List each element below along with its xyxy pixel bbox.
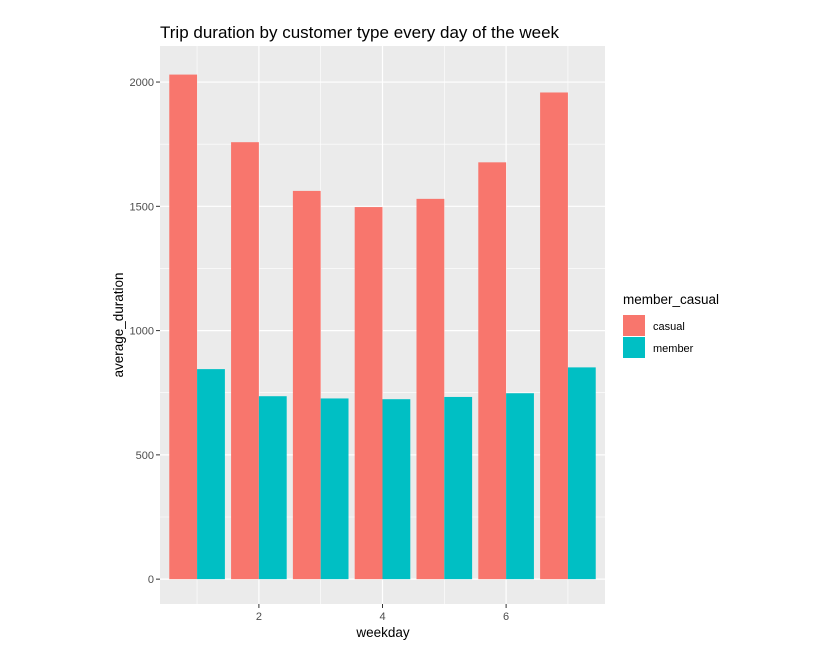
bar-member-5 — [444, 396, 473, 580]
bars — [169, 74, 596, 580]
legend-swatch-member — [623, 337, 645, 358]
y-tick-label: 2000 — [130, 77, 154, 89]
bar-casual-4 — [354, 207, 383, 580]
bar-member-4 — [382, 399, 411, 580]
bar-casual-2 — [231, 142, 259, 580]
y-axis-title: average_duration — [111, 272, 126, 377]
y-axis-ticks: 0 500 1000 1500 2000 — [130, 77, 160, 586]
legend: member_casual casual member — [623, 292, 719, 358]
x-tick-label: 2 — [256, 611, 262, 623]
bar-casual-3 — [292, 190, 321, 580]
bar-member-1 — [197, 369, 225, 580]
legend-label-casual: casual — [653, 321, 685, 333]
y-tick-label: 1500 — [130, 201, 154, 213]
x-tick-label: 4 — [379, 611, 385, 623]
x-tick-label: 6 — [503, 611, 509, 623]
bar-member-7 — [567, 367, 596, 580]
bar-casual-7 — [540, 92, 568, 580]
x-axis-ticks: 2 4 6 — [256, 604, 509, 623]
legend-title: member_casual — [623, 292, 719, 307]
chart-title: Trip duration by customer type every day… — [160, 23, 560, 42]
y-tick-label: 500 — [136, 450, 154, 462]
y-tick-label: 0 — [148, 574, 154, 586]
bar-member-3 — [320, 398, 349, 580]
bar-casual-5 — [416, 198, 445, 580]
y-tick-label: 1000 — [130, 326, 154, 338]
bar-casual-6 — [478, 162, 507, 580]
legend-label-member: member — [653, 343, 694, 355]
bar-member-6 — [506, 393, 534, 580]
bar-casual-1 — [169, 74, 198, 580]
bar-member-2 — [258, 396, 287, 580]
x-axis-title: weekday — [355, 625, 410, 640]
legend-swatch-casual — [623, 315, 645, 336]
